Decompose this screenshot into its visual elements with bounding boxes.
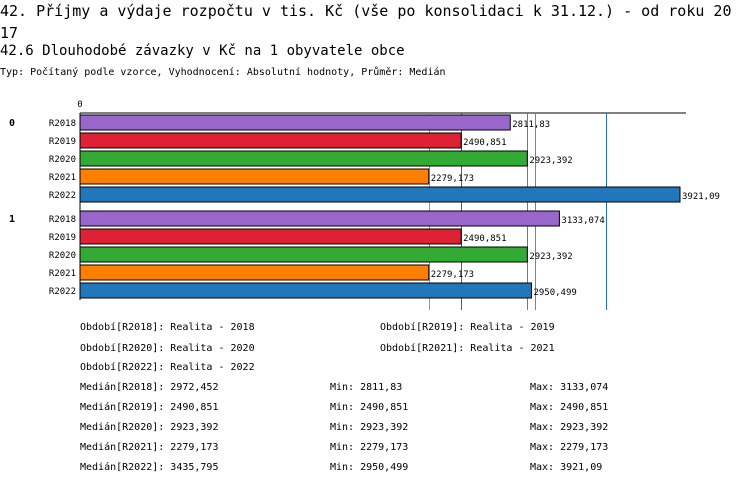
category-label: R2020 [49, 155, 76, 165]
axis-zero-label: 0 [77, 100, 82, 110]
stat-min: Min: 2811,83 [330, 382, 403, 393]
chart-title: 42. Příjmy a výdaje rozpočtu v tis. Kč (… [0, 2, 732, 42]
bar-r2020 [79, 246, 528, 263]
chart-type-info: Typ: Počítaný podle vzorce, Vyhodnocení:… [0, 67, 446, 78]
bar-r2019 [79, 132, 462, 149]
stat-median: Medián[R2019]: 2490,851 [80, 402, 219, 413]
value-label: 2279,173 [431, 270, 474, 280]
legend-period-r2022: Období[R2022]: Realita - 2022 [80, 362, 255, 373]
stat-min: Min: 2950,499 [330, 462, 409, 473]
value-label: 2490,851 [463, 234, 506, 244]
stat-median: Medián[R2020]: 2923,392 [80, 422, 219, 433]
bar-r2021 [79, 168, 430, 185]
legend-period-r2021: Období[R2021]: Realita - 2021 [380, 343, 555, 354]
category-label: R2018 [49, 215, 76, 225]
bar-r2019 [79, 228, 462, 245]
value-label: 2950,499 [533, 288, 576, 298]
bar-r2018 [79, 114, 511, 131]
category-label: R2019 [49, 233, 76, 243]
value-label: 3133,074 [561, 216, 604, 226]
stat-median: Medián[R2018]: 2972,452 [80, 382, 219, 393]
stat-min: Min: 2490,851 [330, 402, 409, 413]
legend-period-r2020: Období[R2020]: Realita - 2020 [80, 343, 255, 354]
category-label: R2018 [49, 119, 76, 129]
stat-max: Max: 2923,392 [530, 422, 609, 433]
value-label: 2923,392 [529, 156, 572, 166]
stat-max: Max: 2490,851 [530, 402, 609, 413]
bar-r2018 [79, 210, 560, 227]
bar-r2022 [79, 186, 681, 203]
group-label: 1 [9, 214, 15, 225]
value-label: 2490,851 [463, 138, 506, 148]
bar-r2020 [79, 150, 528, 167]
chart-subtitle: 42.6 Dlouhodobé závazky v Kč na 1 obyvat… [0, 43, 405, 59]
category-label: R2021 [49, 269, 76, 279]
legend-period-r2018: Období[R2018]: Realita - 2018 [80, 322, 255, 333]
category-label: R2022 [49, 287, 76, 297]
legend-period-r2019: Období[R2019]: Realita - 2019 [380, 322, 555, 333]
value-label: 3921,09 [682, 192, 720, 202]
category-label: R2020 [49, 251, 76, 261]
bar-r2021 [79, 264, 430, 281]
stat-min: Min: 2923,392 [330, 422, 409, 433]
bar-r2022 [79, 282, 532, 299]
stat-median: Medián[R2022]: 3435,795 [80, 462, 219, 473]
stat-median: Medián[R2021]: 2279,173 [80, 442, 219, 453]
category-label: R2021 [49, 173, 76, 183]
stat-max: Max: 3133,074 [530, 382, 609, 393]
category-label: R2019 [49, 137, 76, 147]
category-label: R2022 [49, 191, 76, 201]
stat-max: Max: 2279,173 [530, 442, 609, 453]
stat-max: Max: 3921,09 [530, 462, 603, 473]
value-label: 2923,392 [529, 252, 572, 262]
value-label: 2811,83 [512, 120, 550, 130]
group-label: 0 [9, 118, 15, 129]
stat-min: Min: 2279,173 [330, 442, 409, 453]
value-label: 2279,173 [431, 174, 474, 184]
